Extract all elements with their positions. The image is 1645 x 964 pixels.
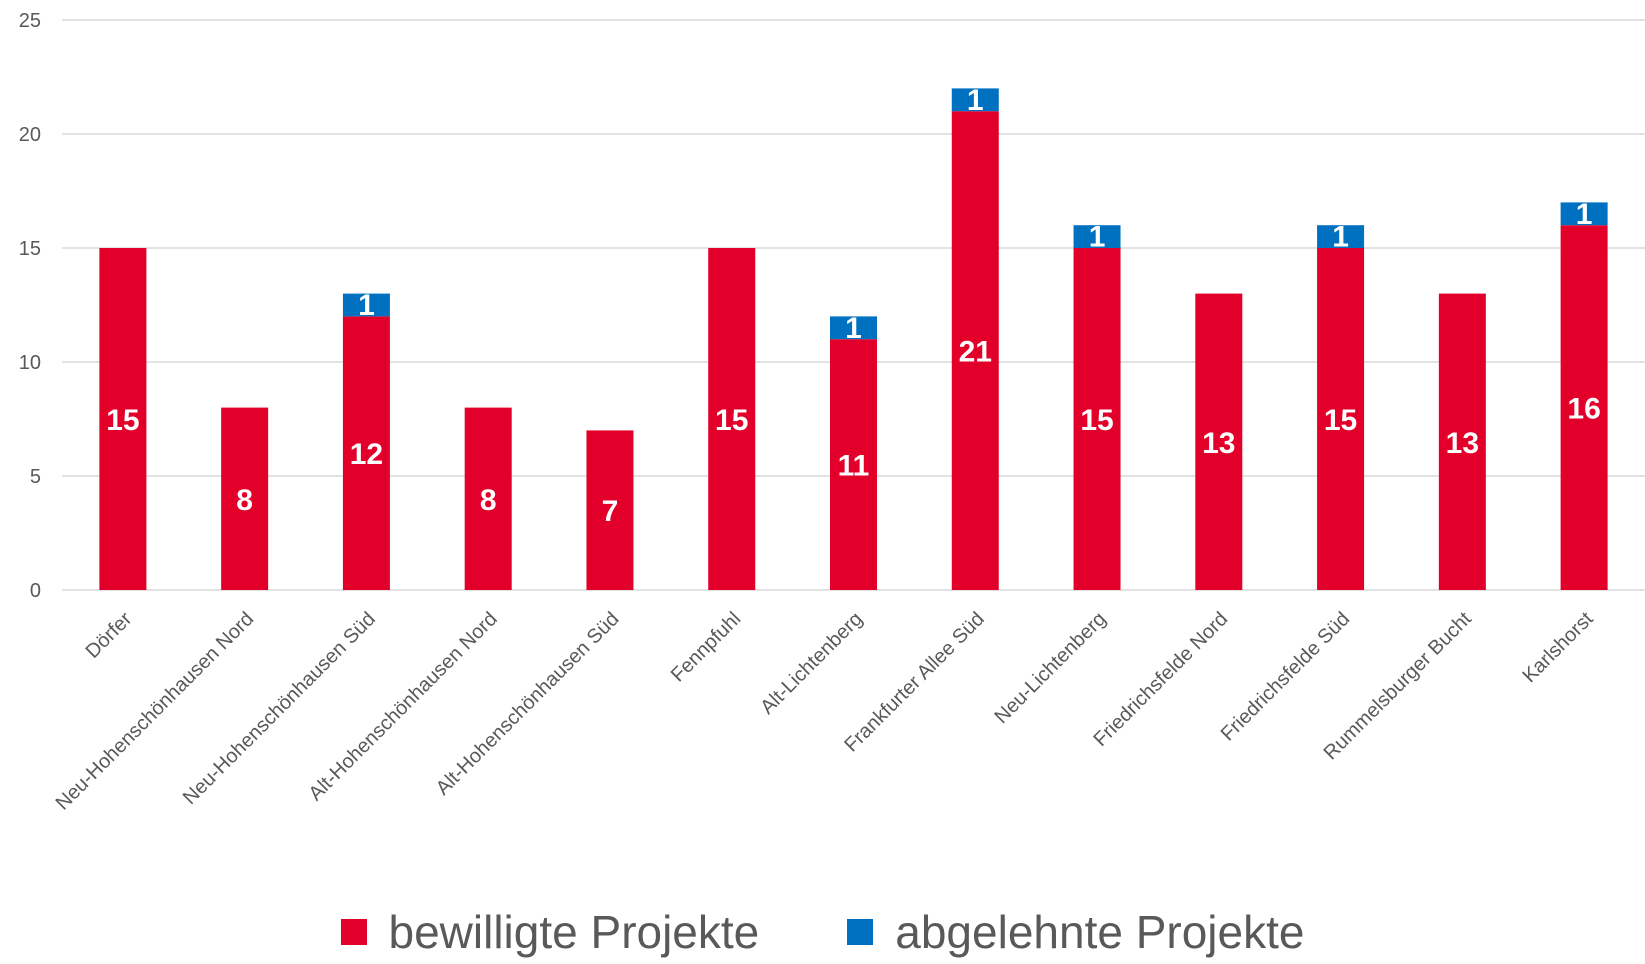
x-tick-label: Fennpfuhl — [667, 608, 745, 686]
legend: bewilligte Projekte abgelehnte Projekte — [0, 905, 1645, 959]
x-tick-label: Friedrichsfelde Nord — [1089, 608, 1232, 751]
data-label-approved: 15 — [715, 404, 748, 437]
legend-swatch-approved — [341, 919, 367, 945]
x-tick-label: Friedrichsfelde Süd — [1217, 608, 1354, 745]
data-label-approved: 12 — [350, 438, 383, 471]
data-label-approved: 11 — [838, 450, 870, 483]
data-label-rejected: 1 — [1576, 198, 1593, 231]
data-label-approved: 13 — [1202, 427, 1235, 460]
data-label-approved: 15 — [1080, 404, 1113, 437]
data-label-rejected: 1 — [845, 312, 862, 345]
x-tick-label: Alt-Lichtenberg — [756, 608, 867, 719]
x-tick-label: Karlshorst — [1518, 608, 1598, 688]
data-label-rejected: 1 — [1332, 221, 1349, 254]
data-label-approved: 15 — [1324, 404, 1357, 437]
data-label-approved: 15 — [106, 404, 139, 437]
data-label-approved: 8 — [480, 484, 497, 517]
y-tick-label: 25 — [19, 10, 41, 32]
legend-swatch-rejected — [847, 919, 873, 945]
y-axis: 0 5 10 15 20 25 — [19, 10, 41, 602]
x-tick-label: Dörfer — [82, 608, 137, 663]
legend-item-rejected: abgelehnte Projekte — [847, 905, 1304, 959]
data-label-approved: 13 — [1446, 427, 1479, 460]
x-tick-label: Neu-Lichtenberg — [990, 608, 1110, 728]
y-tick-label: 20 — [19, 124, 41, 146]
y-tick-label: 5 — [30, 466, 41, 488]
x-tick-label: Neu-Hohenschönhausen Süd — [179, 608, 380, 809]
data-label-rejected: 1 — [358, 289, 375, 322]
x-tick-label: Frankfurter Allee Süd — [840, 608, 988, 756]
y-tick-label: 15 — [19, 238, 41, 260]
y-tick-label: 0 — [30, 580, 41, 602]
data-label-approved: 7 — [602, 495, 619, 528]
x-tick-label: Neu-Hohenschönhausen Nord — [52, 608, 259, 815]
data-label-approved: 16 — [1567, 393, 1600, 426]
legend-label-rejected: abgelehnte Projekte — [895, 905, 1304, 959]
data-label-approved: 8 — [236, 484, 253, 517]
y-tick-label: 10 — [19, 352, 41, 374]
data-label-rejected: 1 — [1089, 221, 1106, 254]
legend-item-approved: bewilligte Projekte — [341, 905, 760, 959]
data-label-rejected: 1 — [967, 84, 984, 117]
legend-label-approved: bewilligte Projekte — [389, 905, 760, 959]
data-label-approved: 21 — [959, 336, 992, 369]
